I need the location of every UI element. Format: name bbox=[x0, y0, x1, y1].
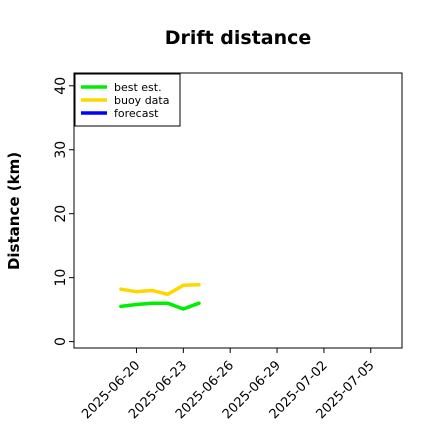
y-axis-ticks: 0 10 20 30 40 bbox=[53, 77, 74, 346]
x-axis-ticks: 2025-06-202025-06-232025-06-262025-06-29… bbox=[79, 348, 378, 422]
legend-entry: best est. bbox=[114, 81, 162, 94]
series-line bbox=[119, 301, 201, 311]
series-lines bbox=[119, 282, 201, 311]
y-tick-label: 40 bbox=[53, 77, 69, 95]
y-tick-label: 20 bbox=[53, 205, 69, 223]
chart-title: Drift distance bbox=[165, 27, 312, 49]
legend-entry: buoy data bbox=[114, 94, 169, 107]
series-line bbox=[119, 282, 201, 297]
y-tick-label: 10 bbox=[53, 269, 69, 287]
plot-frame bbox=[73, 72, 403, 349]
y-axis-label: Distance (km) bbox=[5, 152, 23, 270]
y-tick-label: 0 bbox=[53, 337, 69, 346]
y-tick-label: 30 bbox=[53, 141, 69, 159]
legend-entry: forecast bbox=[114, 107, 159, 120]
